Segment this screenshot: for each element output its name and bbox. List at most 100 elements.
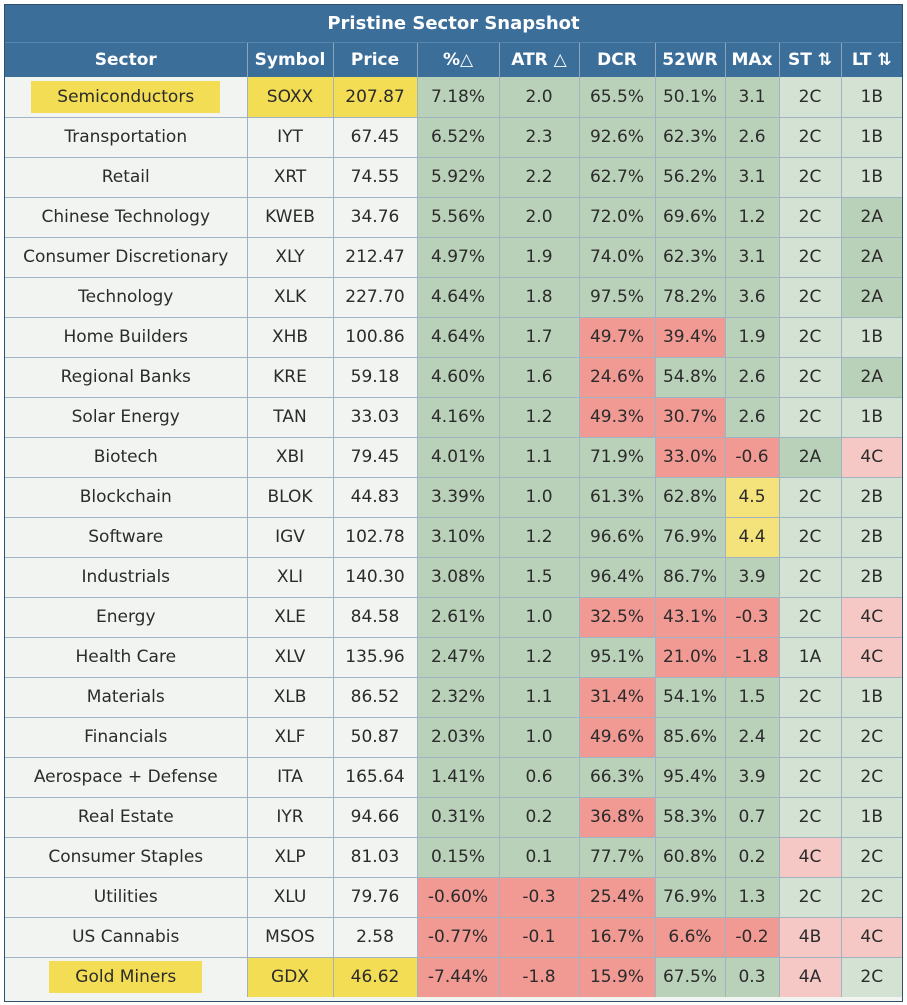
52wr-cell: 78.2% (655, 277, 726, 318)
atr-change-cell: 1.5 (499, 557, 580, 598)
sector-cell: Health Care (5, 637, 248, 678)
symbol-cell: ITA (247, 757, 334, 798)
pct-change-cell: 7.18% (417, 77, 500, 118)
column-header-st[interactable]: ST ⇅ (779, 43, 842, 77)
sector-cell: Aerospace + Defense (5, 757, 248, 798)
st-cell: 2C (779, 357, 842, 398)
table-row: Industrials XLI 140.30 3.08% 1.5 96.4% 86.7% 3.… (5, 557, 902, 598)
price-cell: 46.62 (333, 957, 418, 997)
atr-change-cell: 1.0 (499, 477, 580, 518)
52wr-cell: 50.1% (655, 77, 726, 118)
column-header-sector[interactable]: Sector (5, 43, 248, 77)
52wr-cell: 56.2% (655, 157, 726, 198)
dcr-cell: 61.3% (579, 477, 656, 518)
max-cell: 3.9 (725, 557, 780, 598)
table-row: Solar Energy TAN 33.03 4.16% 1.2 49.3% 30.7% 2.… (5, 397, 902, 438)
max-cell: 4.5 (725, 477, 780, 518)
max-cell: 2.6 (725, 397, 780, 438)
symbol-cell: TAN (247, 397, 334, 438)
max-cell: -0.2 (725, 917, 780, 958)
lt-cell: 2A (841, 277, 902, 318)
pct-change-cell: 4.64% (417, 317, 500, 358)
dcr-cell: 74.0% (579, 237, 656, 278)
column-header-atr-change[interactable]: ATR △ (499, 43, 580, 77)
pct-change-cell: 4.01% (417, 437, 500, 478)
max-cell: 3.9 (725, 757, 780, 798)
symbol-cell: XLY (247, 237, 334, 278)
52wr-cell: 30.7% (655, 397, 726, 438)
price-cell: 67.45 (333, 117, 418, 158)
atr-change-cell: 1.2 (499, 397, 580, 438)
sector-cell: Industrials (5, 557, 248, 598)
column-header-symbol[interactable]: Symbol (247, 43, 334, 77)
lt-cell: 4C (841, 637, 902, 678)
table-row: Consumer Discretionary XLY 212.47 4.97% 1.9 7… (5, 237, 902, 278)
sector-cell: Consumer Discretionary (5, 237, 248, 278)
sector-cell: Biotech (5, 437, 248, 478)
table-body: Semiconductors SOXX 207.87 7.18% 2.0 65.5% 50.… (5, 77, 902, 997)
dcr-cell: 92.6% (579, 117, 656, 158)
atr-change-cell: 2.3 (499, 117, 580, 158)
lt-cell: 1B (841, 157, 902, 198)
column-header-max[interactable]: MAx (725, 43, 780, 77)
pct-change-cell: -0.60% (417, 877, 500, 918)
pct-change-cell: 4.60% (417, 357, 500, 398)
52wr-cell: 54.8% (655, 357, 726, 398)
symbol-cell: XLK (247, 277, 334, 318)
symbol-cell: XBI (247, 437, 334, 478)
dcr-cell: 71.9% (579, 437, 656, 478)
symbol-cell: GDX (247, 957, 334, 997)
atr-change-cell: 1.6 (499, 357, 580, 398)
dcr-cell: 49.7% (579, 317, 656, 358)
dcr-cell: 97.5% (579, 277, 656, 318)
sector-cell: Solar Energy (5, 397, 248, 438)
table-row: Chinese Technology KWEB 34.76 5.56% 2.0 72.0%… (5, 197, 902, 238)
52wr-cell: 62.3% (655, 117, 726, 158)
dcr-cell: 36.8% (579, 797, 656, 838)
column-header-52wr[interactable]: 52WR (655, 43, 726, 77)
st-cell: 2C (779, 717, 842, 758)
column-header-lt[interactable]: LT ⇅ (841, 43, 902, 77)
lt-cell: 2C (841, 717, 902, 758)
st-cell: 2C (779, 557, 842, 598)
sector-cell: Software (5, 517, 248, 558)
max-cell: -0.6 (725, 437, 780, 478)
atr-change-cell: 1.8 (499, 277, 580, 318)
dcr-cell: 31.4% (579, 677, 656, 718)
st-cell: 2A (779, 437, 842, 478)
table-row: Materials XLB 86.52 2.32% 1.1 31.4% 54.1% 1.5 2C… (5, 677, 902, 718)
52wr-cell: 95.4% (655, 757, 726, 798)
table-row: Transportation IYT 67.45 6.52% 2.3 92.6% 62.3%… (5, 117, 902, 158)
52wr-cell: 67.5% (655, 957, 726, 997)
max-cell: 2.6 (725, 357, 780, 398)
column-header-pct-change[interactable]: %△ (417, 43, 500, 77)
max-cell: 1.2 (725, 197, 780, 238)
price-cell: 227.70 (333, 277, 418, 318)
table-row: Aerospace + Defense ITA 165.64 1.41% 0.6 66.3… (5, 757, 902, 798)
atr-change-cell: 1.1 (499, 437, 580, 478)
snapshot-grid: Sector Symbol Price %△ ATR △ DCR 52WR MA… (5, 43, 902, 997)
atr-change-cell: 1.9 (499, 237, 580, 278)
lt-cell: 4C (841, 917, 902, 958)
lt-cell: 1B (841, 117, 902, 158)
max-cell: 3.1 (725, 237, 780, 278)
column-header-dcr[interactable]: DCR (579, 43, 656, 77)
dcr-cell: 15.9% (579, 957, 656, 997)
column-header-price[interactable]: Price (333, 43, 418, 77)
symbol-cell: KWEB (247, 197, 334, 238)
pct-change-cell: 3.39% (417, 477, 500, 518)
52wr-cell: 54.1% (655, 677, 726, 718)
symbol-cell: XLI (247, 557, 334, 598)
max-cell: 2.6 (725, 117, 780, 158)
max-cell: 1.5 (725, 677, 780, 718)
sector-cell: Semiconductors (5, 77, 248, 118)
atr-change-cell: -0.3 (499, 877, 580, 918)
sector-cell: Blockchain (5, 477, 248, 518)
table-row: Biotech XBI 79.45 4.01% 1.1 71.9% 33.0% -0.6 2A 4… (5, 437, 902, 478)
st-cell: 2C (779, 237, 842, 278)
price-cell: 94.66 (333, 797, 418, 838)
52wr-cell: 60.8% (655, 837, 726, 878)
st-cell: 4A (779, 957, 842, 997)
lt-cell: 2A (841, 237, 902, 278)
sector-snapshot-table: Pristine Sector Snapshot Sector Symbol P… (4, 4, 903, 1002)
